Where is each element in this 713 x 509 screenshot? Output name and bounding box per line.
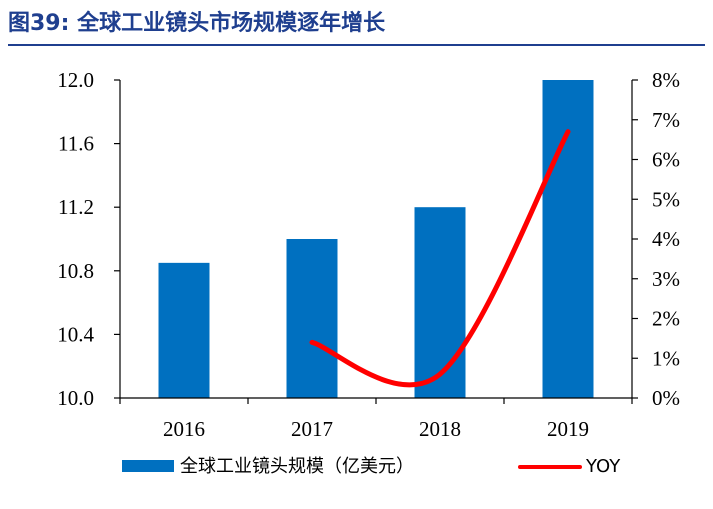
ticks-layer: 10.0 10.4 10.8 11.2 11.6 12.0 0% 1% 2% 3% 4% 5% 6% 7%… [57,68,680,441]
right-tick-label: 6% [652,148,680,172]
legend: 全球工业镜头规模（亿美元） YOY [122,456,621,477]
legend-bar-label: 全球工业镜头规模（亿美元） [180,456,414,477]
legend-line-label: YOY [585,456,621,477]
bar-2018 [414,207,466,398]
right-tick-label: 1% [652,346,680,370]
title-underline [8,44,705,46]
right-tick-label: 8% [652,68,680,92]
bar-2017 [286,239,338,398]
x-tick-label: 2017 [291,417,333,441]
right-tick-label: 0% [652,386,680,410]
chart-title: 图39: 全球工业镜头市场规模逐年增长 [8,11,386,36]
left-tick-label: 11.6 [58,132,94,156]
left-tick-label: 12.0 [57,68,94,92]
right-tick-label: 2% [652,307,680,331]
yoy-line [309,129,571,388]
right-tick-label: 3% [652,267,680,291]
bar-2019 [542,80,594,398]
bars-layer [158,80,594,398]
left-tick-label: 10.8 [57,259,94,283]
right-tick-label: 7% [652,108,680,132]
left-tick-label: 10.4 [57,322,94,346]
left-tick-label: 10.0 [57,386,94,410]
x-tick-label: 2019 [547,417,589,441]
right-tick-label: 4% [652,227,680,251]
right-tick-label: 5% [652,187,680,211]
line-layer [309,129,571,388]
legend-bar-swatch [122,460,174,472]
x-tick-label: 2018 [419,417,461,441]
x-tick-label: 2016 [163,417,205,441]
left-tick-label: 11.2 [58,195,94,219]
bar-2016 [158,262,210,398]
